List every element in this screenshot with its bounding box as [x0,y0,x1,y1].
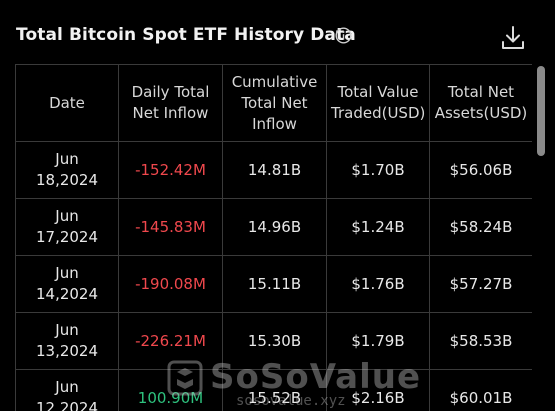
etf-history-table: Date Daily Total Net Inflow Cumulative T… [15,64,532,411]
column-header-line: Daily Total [131,83,210,101]
date-day-year: 12,2024 [35,399,99,411]
info-circle-icon[interactable] [335,27,352,44]
cell-total-value-traded: $1.70B [326,141,430,199]
cell-daily-net-inflow: -152.42M [118,141,223,199]
column-header-line: Assets(USD) [434,104,528,122]
date-month: Jun [55,264,79,282]
cell-date: Jun 17,2024 [15,198,119,256]
cell-total-net-assets: $58.24B [429,198,532,256]
cell-cumulative-net-inflow: 15.52B [222,369,327,411]
cell-total-net-assets: $57.27B [429,255,532,313]
column-header-line: Total Value [337,83,419,101]
table-row[interactable]: Jun 14,2024 -190.08M 15.11B $1.76B $57.2… [15,255,532,313]
table-header-row: Date Daily Total Net Inflow Cumulative T… [15,64,532,142]
table-row[interactable]: Jun 13,2024 -226.21M 15.30B $1.79B $58.5… [15,312,532,370]
cell-total-net-assets: $60.01B [429,369,532,411]
cell-total-net-assets: $58.53B [429,312,532,370]
column-header-daily-net-inflow[interactable]: Daily Total Net Inflow [118,64,223,142]
date-month: Jun [55,207,79,225]
date-month: Jun [55,378,79,396]
table-row[interactable]: Jun 18,2024 -152.42M 14.81B $1.70B $56.0… [15,141,532,199]
cell-daily-net-inflow: -145.83M [118,198,223,256]
date-day-year: 17,2024 [35,228,99,246]
date-month: Jun [55,150,79,168]
cell-date: Jun 12,2024 [15,369,119,411]
column-header-cumulative-net-inflow[interactable]: Cumulative Total Net Inflow [222,64,327,142]
cell-total-value-traded: $2.16B [326,369,430,411]
cell-date: Jun 13,2024 [15,312,119,370]
header: Total Bitcoin Spot ETF History Data [0,0,555,64]
column-header-line: Total Net [241,93,308,112]
date-month: Jun [55,321,79,339]
date-day-year: 18,2024 [35,171,99,189]
cell-cumulative-net-inflow: 15.30B [222,312,327,370]
cell-cumulative-net-inflow: 15.11B [222,255,327,313]
cell-total-net-assets: $56.06B [429,141,532,199]
cell-daily-net-inflow: 100.90M [118,369,223,411]
cell-cumulative-net-inflow: 14.81B [222,141,327,199]
cell-date: Jun 18,2024 [15,141,119,199]
cell-daily-net-inflow: -226.21M [118,312,223,370]
etf-history-table-container[interactable]: Date Daily Total Net Inflow Cumulative T… [15,64,532,411]
download-icon[interactable] [499,24,527,52]
column-header-date[interactable]: Date [15,64,119,142]
table-row[interactable]: Jun 17,2024 -145.83M 14.96B $1.24B $58.2… [15,198,532,256]
column-header-total-value-traded[interactable]: Total Value Traded(USD) [326,64,430,142]
column-header-line: Net Inflow [132,104,209,122]
cell-total-value-traded: $1.76B [326,255,430,313]
date-day-year: 13,2024 [35,342,99,360]
column-header-line: Inflow [252,114,297,133]
cell-daily-net-inflow: -190.08M [118,255,223,313]
table-row[interactable]: Jun 12,2024 100.90M 15.52B $2.16B $60.01… [15,369,532,411]
cell-cumulative-net-inflow: 14.96B [222,198,327,256]
cell-date: Jun 14,2024 [15,255,119,313]
cell-total-value-traded: $1.79B [326,312,430,370]
table-scrollbar-thumb[interactable] [537,66,545,156]
column-header-line: Total Net [447,83,515,101]
date-day-year: 14,2024 [35,285,99,303]
page-title: Total Bitcoin Spot ETF History Data [16,25,356,45]
column-header-line: Traded(USD) [331,104,426,122]
column-header-line: Cumulative [231,72,318,91]
column-header-total-net-assets[interactable]: Total Net Assets(USD) [429,64,532,142]
column-header-line: Date [49,93,85,112]
cell-total-value-traded: $1.24B [326,198,430,256]
